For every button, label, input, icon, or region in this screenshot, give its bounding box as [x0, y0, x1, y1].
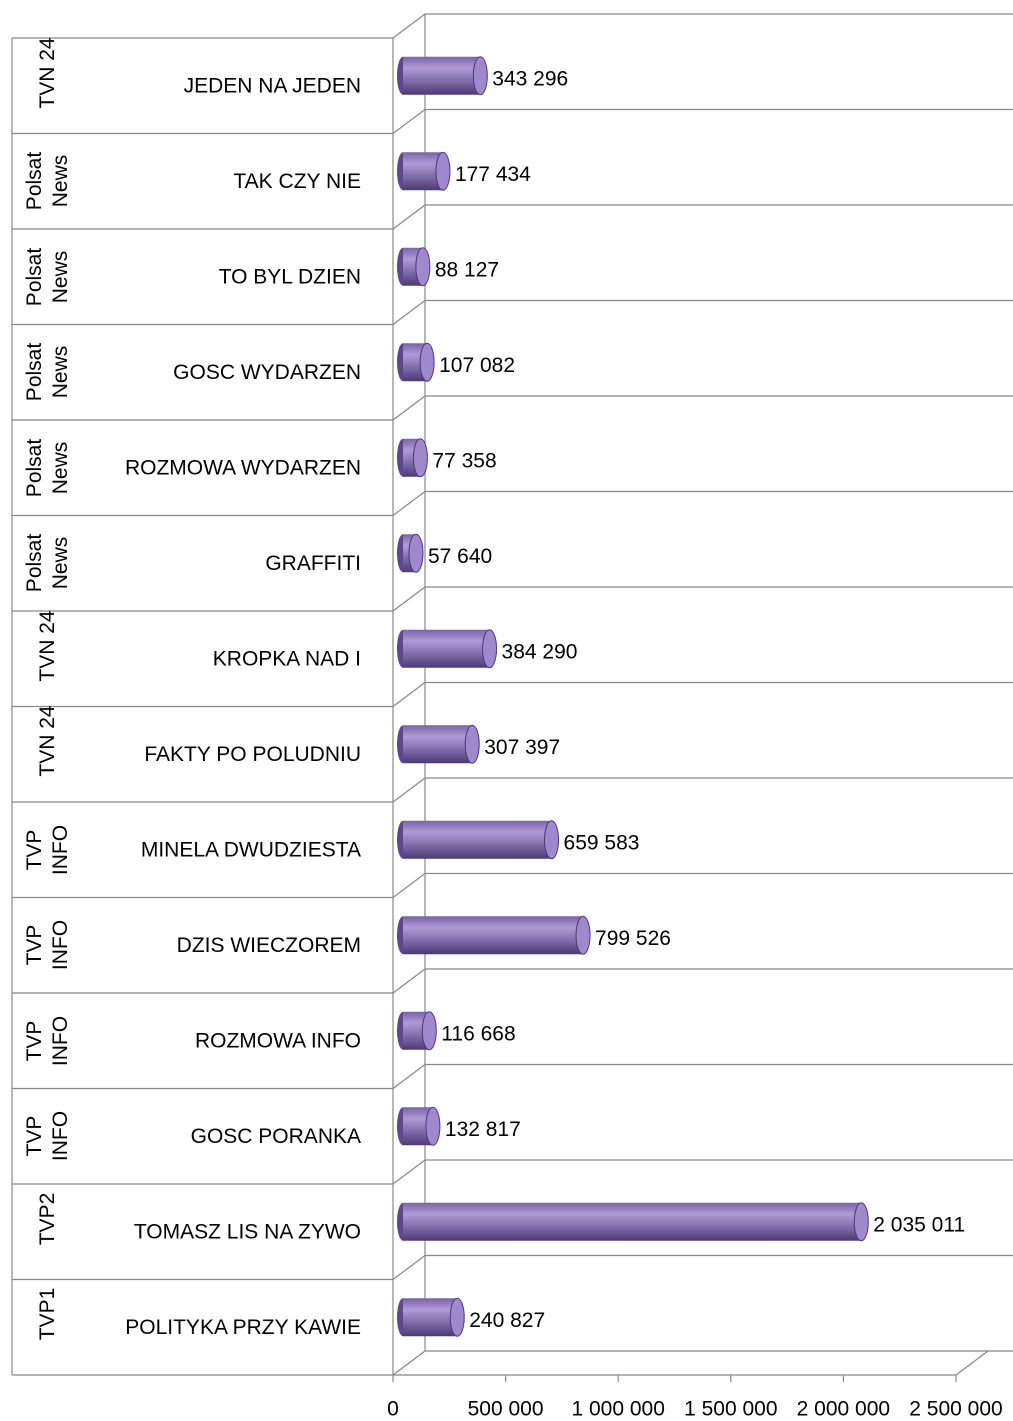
channel-label: Polsat News	[23, 343, 72, 402]
bar-cap	[482, 629, 498, 669]
value-label: 2 035 011	[873, 1213, 965, 1236]
floor-right	[955, 1350, 989, 1376]
category-label: JEDEN NA JEDEN	[184, 74, 361, 97]
bar-cap	[419, 342, 435, 382]
value-label: 88 127	[435, 258, 499, 281]
depth-line	[392, 109, 426, 134]
category-label: MINELA DWUDZIESTA	[141, 838, 361, 861]
bar-cap	[425, 1106, 441, 1146]
bar-cap	[415, 247, 431, 287]
category-label: DZIS WIECZOREM	[177, 934, 361, 957]
bar-cap	[464, 724, 480, 764]
value-label: 659 583	[564, 831, 640, 854]
bar-cap	[449, 1297, 465, 1337]
category-label: POLITYKA PRZY KAWIE	[125, 1316, 361, 1339]
category-label: ROZMOWA WYDARZEN	[125, 456, 361, 479]
x-tick-label: 0	[387, 1398, 399, 1421]
value-label: 799 526	[595, 927, 671, 950]
bar	[403, 629, 490, 668]
value-label: 177 434	[455, 163, 531, 186]
depth-line	[392, 1350, 426, 1376]
channel-label: TVN 24	[36, 610, 59, 682]
category-label: FAKTY PO POLUDNIU	[144, 743, 361, 766]
bar-cap	[544, 820, 560, 860]
channel-label: TVP INFO	[23, 1111, 72, 1162]
category-label: GOSC WYDARZEN	[173, 361, 361, 384]
channel-label: TVP INFO	[23, 1015, 72, 1066]
value-label: 307 397	[484, 736, 560, 759]
channel-label: TVP INFO	[23, 920, 72, 971]
value-label: 116 668	[441, 1022, 515, 1045]
depth-line	[392, 777, 426, 803]
x-tick-label: 1 000 000	[571, 1398, 664, 1421]
bar-cap	[408, 533, 424, 573]
depth-line	[392, 586, 426, 612]
value-label: 77 358	[432, 449, 496, 472]
category-label: KROPKA NAD I	[213, 647, 361, 670]
value-label: 57 640	[428, 545, 492, 568]
bar-cap	[412, 438, 428, 478]
category-label: TO BYL DZIEN	[219, 265, 361, 288]
channel-label: TVN 24	[36, 705, 59, 777]
bar	[403, 820, 552, 859]
depth-line	[392, 1159, 426, 1185]
channel-label: TVP1	[36, 1287, 59, 1341]
category-label: TOMASZ LIS NA ZYWO	[134, 1220, 361, 1243]
bar-cap	[421, 1011, 437, 1051]
channel-label: TVP2	[36, 1192, 59, 1246]
depth-line	[392, 300, 426, 325]
bar-cap	[472, 56, 488, 96]
depth-line	[392, 491, 426, 516]
depth-line	[392, 204, 426, 230]
channel-label: Polsat News	[23, 152, 72, 211]
bar	[403, 916, 584, 955]
channel-label: TVN 24	[36, 37, 59, 109]
depth-line	[392, 682, 426, 707]
category-label: GOSC PORANKA	[191, 1125, 361, 1148]
bar-cap	[853, 1202, 869, 1242]
x-tick-label: 500 000	[468, 1398, 544, 1421]
value-label: 132 817	[445, 1118, 521, 1141]
value-label: 384 290	[502, 640, 578, 663]
bar	[403, 1202, 862, 1241]
channel-label: TVP INFO	[23, 824, 72, 875]
bar	[403, 1298, 458, 1337]
depth-line	[392, 1255, 426, 1280]
depth-line	[392, 395, 426, 421]
x-tick-label: 2 000 000	[797, 1398, 890, 1421]
channel-label: Polsat News	[23, 438, 72, 497]
category-label: TAK CZY NIE	[233, 170, 361, 193]
category-label: GRAFFITI	[265, 552, 361, 575]
bar-cap	[575, 915, 591, 955]
depth-line	[392, 873, 426, 898]
value-label: 107 082	[439, 354, 515, 377]
value-label: 343 296	[492, 67, 568, 90]
channel-label: Polsat News	[23, 247, 72, 306]
depth-line	[392, 1064, 426, 1089]
value-label: 240 827	[469, 1309, 545, 1332]
bar-cap	[435, 151, 451, 191]
bar	[403, 56, 481, 95]
channel-label: Polsat News	[23, 534, 72, 593]
x-tick-label: 2 500 000	[909, 1398, 1002, 1421]
depth-line	[392, 13, 426, 39]
bar	[403, 725, 473, 764]
depth-line	[392, 968, 426, 994]
category-label: ROZMOWA INFO	[195, 1029, 361, 1052]
x-tick-label: 1 500 000	[684, 1398, 777, 1421]
